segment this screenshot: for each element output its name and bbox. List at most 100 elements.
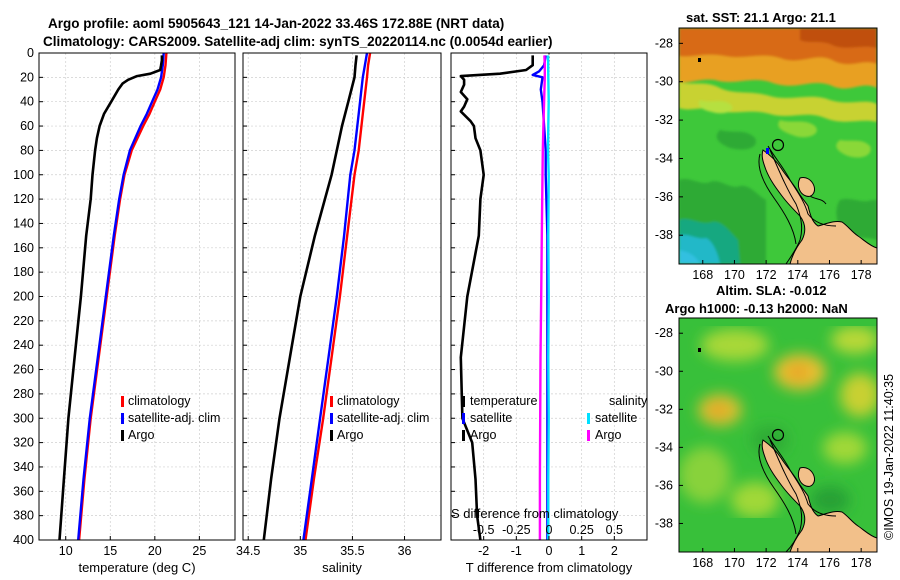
- legend-marker-t-argo: [462, 430, 465, 441]
- sst-map-title: sat. SST: 21.1 Argo: 21.1: [686, 10, 836, 25]
- s-difference-ticks: -0.5 -0.25 0 0.25 0.5: [473, 523, 623, 537]
- y-tick-label: 20: [20, 70, 34, 84]
- x-tick-label: 25: [192, 544, 206, 558]
- y-tick-label: 0: [27, 46, 34, 60]
- map-x-tick-label: 176: [819, 556, 840, 570]
- s-difference-axis-label: S difference from climatology: [451, 506, 619, 521]
- legend-t-satellite: satellite: [470, 411, 512, 425]
- legend-argo: Argo: [337, 428, 363, 442]
- salinity-panel: 34.5 35 35.5 36 salinity: [236, 52, 442, 575]
- y-tick-label: 160: [13, 241, 34, 255]
- map-y-tick-label: -38: [655, 228, 673, 242]
- map-y-tick-label: -28: [655, 36, 673, 50]
- sla-map-title-2: Argo h1000: -0.13 h2000: NaN: [665, 301, 848, 316]
- s-tick-label: 0.25: [569, 523, 593, 537]
- legend-marker-climatology: [330, 396, 333, 407]
- map-y-tick-label: -38: [655, 516, 673, 530]
- temperature-legend: climatology satellite-adj. clim Argo: [121, 394, 220, 442]
- y-tick-label: 100: [13, 168, 34, 182]
- temperature-panel: 10 15 20 25 0 20 40 60 80 100 120 140 160 180 200 220 24…: [13, 46, 236, 575]
- map-x-tick-label: 172: [756, 268, 777, 282]
- x-tick-label: 34.5: [236, 544, 260, 558]
- map-y-tick-label: -34: [655, 151, 673, 165]
- title-line-2: Climatology: CARS2009. Satellite-adj cli…: [43, 34, 552, 49]
- legend-marker-s-satellite: [587, 413, 590, 424]
- x-axis-label: T difference from climatology: [466, 560, 633, 575]
- y-tick-label: 220: [13, 314, 34, 328]
- x-tick-label: -1: [511, 544, 522, 558]
- legend-s-argo: Argo: [595, 428, 621, 442]
- map-y-tick-label: -36: [655, 190, 673, 204]
- map-y-tick-label: -36: [655, 478, 673, 492]
- x-tick-label: 15: [103, 544, 117, 558]
- legend-marker-argo: [330, 430, 333, 441]
- legend-marker-t-satellite: [462, 413, 465, 424]
- map-x-tick-label: 170: [724, 556, 745, 570]
- sla-map: Altim. SLA: -0.012 Argo h1000: -0.13 h20…: [655, 283, 878, 570]
- s-tick-label: -0.5: [473, 523, 495, 537]
- legend-marker-argo: [121, 430, 124, 441]
- sla-map-ticks: 168 170 172 174 176 178 -28 -30 -32 -34 -36 -38: [655, 326, 872, 570]
- legend-satellite-adj: satellite-adj. clim: [128, 411, 220, 425]
- footer-timestamp: ©IMOS 19-Jan-2022 11:40:35: [882, 374, 896, 540]
- map-y-tick-label: -34: [655, 440, 673, 454]
- s-tick-label: 0.5: [606, 523, 623, 537]
- sla-map-title-1: Altim. SLA: -0.012: [716, 283, 827, 298]
- map-x-tick-label: 174: [787, 268, 808, 282]
- legend-climatology: climatology: [128, 394, 191, 408]
- series-climatology: [304, 52, 372, 541]
- legend-salinity: salinity: [609, 394, 648, 408]
- difference-legend: temperature satellite Argo salinity sate…: [462, 394, 648, 442]
- sla-argo-position-marker: [771, 428, 785, 442]
- s-tick-label: 0: [546, 523, 553, 537]
- y-tick-label: 120: [13, 192, 34, 206]
- series-argo: [58, 55, 164, 541]
- x-tick-label: 20: [148, 544, 162, 558]
- y-tick-label: 200: [13, 290, 34, 304]
- legend-argo: Argo: [128, 428, 154, 442]
- legend-marker-satellite: [121, 413, 124, 424]
- legend-marker-temperature: [462, 396, 465, 407]
- x-tick-label: 36: [398, 544, 412, 558]
- y-tick-label: 180: [13, 265, 34, 279]
- y-tick-label: 240: [13, 338, 34, 352]
- y-tick-label: 340: [13, 460, 34, 474]
- x-axis-label: salinity: [322, 560, 362, 575]
- y-tick-label: 280: [13, 387, 34, 401]
- sst-map: sat. SST: 21.1 Argo: 21.1: [655, 10, 878, 282]
- legend-satellite-adj: satellite-adj. clim: [337, 411, 429, 425]
- y-tick-label: 260: [13, 363, 34, 377]
- legend-s-satellite: satellite: [595, 411, 637, 425]
- map-y-tick-label: -28: [655, 326, 673, 340]
- y-tick-label: 360: [13, 484, 34, 498]
- y-tick-label: 140: [13, 216, 34, 230]
- x-tick-label: -2: [478, 544, 489, 558]
- y-tick-label: 380: [13, 509, 34, 523]
- series-temperature-argo: [459, 55, 535, 541]
- legend-marker-s-argo: [587, 430, 590, 441]
- sst-map-ticks: 168 170 172 174 176 178 -28 -30 -32 -34 -36 -38: [655, 36, 872, 282]
- x-tick-label: 10: [59, 544, 73, 558]
- series-argo: [262, 55, 358, 541]
- map-y-tick-label: -32: [655, 402, 673, 416]
- y-tick-label: 40: [20, 95, 34, 109]
- sst-argo-position-marker: [771, 138, 785, 152]
- series-salinity-satellite: [546, 55, 550, 540]
- legend-t-argo: Argo: [470, 428, 496, 442]
- map-x-tick-label: 168: [692, 268, 713, 282]
- x-tick-label: 1: [578, 544, 585, 558]
- legend-temperature: temperature: [470, 394, 537, 408]
- map-y-tick-label: -32: [655, 113, 673, 127]
- difference-panel: -2 -1 0 1 2 T difference from climatology: [450, 52, 648, 575]
- map-x-tick-label: 168: [692, 556, 713, 570]
- legend-marker-satellite: [330, 413, 333, 424]
- series-satellite-adj-clim: [302, 52, 369, 541]
- x-tick-label: 0: [546, 544, 553, 558]
- x-axis-label: temperature (deg C): [78, 560, 195, 575]
- y-tick-label: 320: [13, 436, 34, 450]
- map-x-tick-label: 172: [756, 556, 777, 570]
- map-x-tick-label: 174: [787, 556, 808, 570]
- y-tick-label: 60: [20, 119, 34, 133]
- series-satellite-adj-clim: [77, 52, 165, 541]
